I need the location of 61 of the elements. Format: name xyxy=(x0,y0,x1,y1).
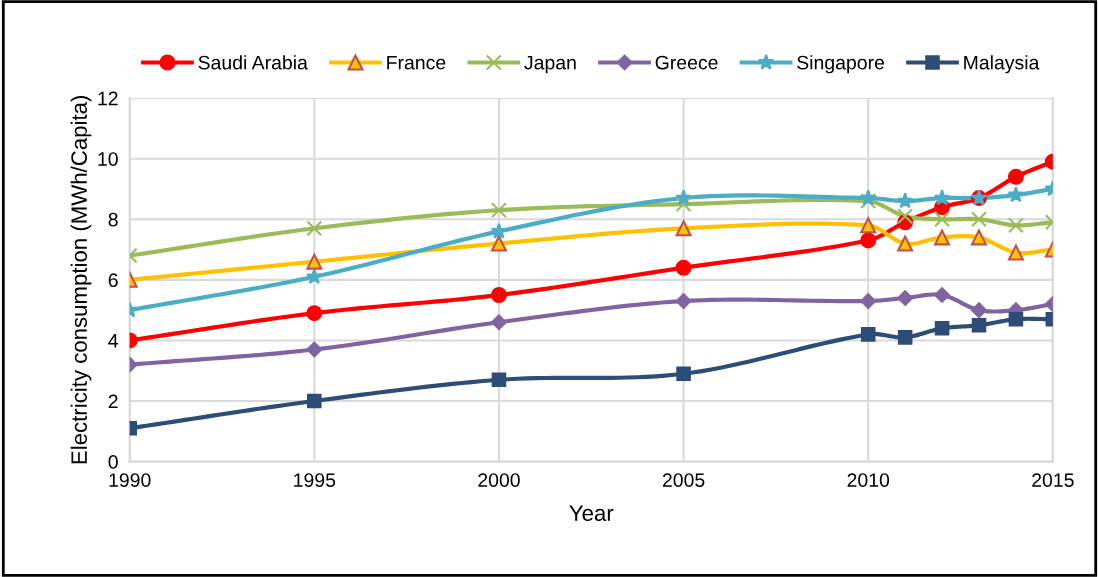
point xyxy=(307,393,322,409)
legend-label: France xyxy=(387,55,446,70)
point xyxy=(971,211,987,228)
point xyxy=(675,293,692,309)
x-tick-label: 2005 xyxy=(662,473,705,487)
legend-label: Japan xyxy=(524,55,576,74)
x-tick-label: 1995 xyxy=(294,473,336,487)
y-tick-label: 12 xyxy=(98,91,118,106)
point xyxy=(675,189,692,206)
point xyxy=(860,217,877,234)
x-axis-title: Year xyxy=(569,505,614,522)
point xyxy=(896,192,914,209)
y-tick-label: 2 xyxy=(108,394,118,409)
point xyxy=(490,235,507,252)
point xyxy=(860,293,877,309)
point xyxy=(306,253,323,270)
point xyxy=(934,229,951,246)
legend-label: Malaysia xyxy=(964,55,1040,74)
legend-label: Greece xyxy=(655,55,718,70)
point xyxy=(491,372,507,388)
point xyxy=(1007,244,1024,261)
point xyxy=(306,341,323,358)
point xyxy=(306,268,323,285)
y-tick-label: 4 xyxy=(108,334,118,348)
point xyxy=(934,287,950,303)
point xyxy=(490,202,507,219)
point xyxy=(934,321,950,336)
y-tick-label: 0 xyxy=(108,455,118,469)
point xyxy=(971,229,987,246)
point xyxy=(860,232,877,249)
point xyxy=(897,208,914,225)
y-tick-label: 8 xyxy=(108,212,118,227)
legend-label: Singapore xyxy=(797,55,885,74)
y-tick-label: 6 xyxy=(108,273,118,288)
point xyxy=(971,302,987,319)
legend-label: Saudi Arabia xyxy=(198,55,308,70)
x-tick-label: 2000 xyxy=(478,473,520,487)
point xyxy=(490,287,507,303)
point xyxy=(306,220,323,237)
x-tick-label: 1990 xyxy=(109,473,151,487)
y-tick-label: 10 xyxy=(98,152,118,166)
point xyxy=(1007,217,1024,234)
point xyxy=(491,314,507,331)
point xyxy=(675,220,692,237)
point xyxy=(306,305,323,322)
y-axis-title: Electricity consumption (MWh/Capita) xyxy=(70,95,92,464)
point xyxy=(859,189,877,206)
point xyxy=(934,211,951,228)
point xyxy=(1007,168,1024,185)
point xyxy=(860,327,876,342)
x-tick-label: 2015 xyxy=(1032,473,1074,487)
point xyxy=(1007,186,1025,203)
point xyxy=(933,189,951,206)
x-tick-label: 2010 xyxy=(847,473,890,487)
point xyxy=(897,290,914,306)
point xyxy=(675,259,692,276)
point xyxy=(1008,311,1024,327)
point xyxy=(971,317,987,333)
point xyxy=(897,235,914,252)
point xyxy=(676,366,691,382)
point xyxy=(897,330,913,345)
